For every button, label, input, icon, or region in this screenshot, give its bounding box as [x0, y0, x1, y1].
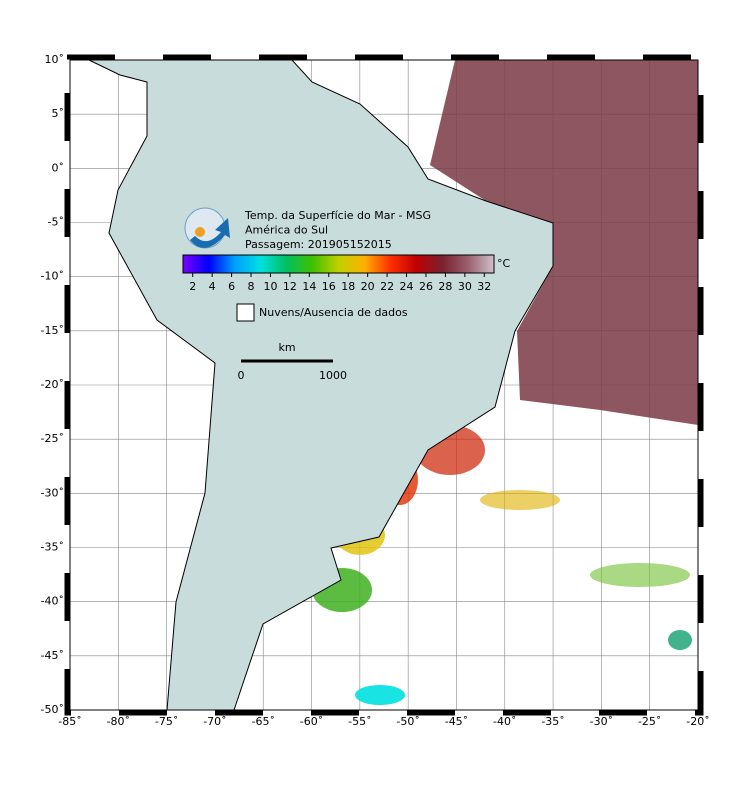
colorbar-tick-label: 24: [400, 280, 414, 293]
scale-label: 0: [238, 369, 245, 382]
x-tick-label: -85˚: [58, 715, 81, 728]
colorbar-tick-label: 16: [322, 280, 336, 293]
colorbar: [182, 254, 495, 274]
colorbar-unit: °C: [497, 257, 511, 270]
x-tick-label: -25˚: [638, 715, 661, 728]
frame-border: [64, 54, 704, 716]
y-tick-label: -20˚: [41, 378, 64, 391]
x-tick-label: -65˚: [251, 715, 274, 728]
colorbar-tick-label: 30: [458, 280, 472, 293]
title-line: Passagem: 201905152015: [245, 238, 392, 251]
colorbar-tick-label: 32: [477, 280, 491, 293]
colorbar-tick-label: 8: [248, 280, 255, 293]
y-tick-label: -40˚: [41, 595, 64, 608]
y-tick-label: 10˚: [45, 53, 65, 66]
sst-patch: [355, 685, 405, 705]
colorbar-tick-label: 6: [228, 280, 235, 293]
x-tick-label: -20˚: [686, 715, 709, 728]
colorbar-tick-label: 20: [361, 280, 375, 293]
colorbar-tick-label: 14: [302, 280, 316, 293]
colorbar-tick-label: 26: [419, 280, 433, 293]
scale-unit: km: [278, 341, 295, 354]
x-tick-label: -60˚: [300, 715, 323, 728]
colorbar-tick-label: 10: [263, 280, 277, 293]
y-tick-label: -30˚: [41, 486, 64, 499]
scale-label: 1000: [319, 369, 347, 382]
sst-patch: [668, 630, 692, 650]
x-tick-label: -75˚: [155, 715, 178, 728]
legend-label: Nuvens/Ausencia de dados: [259, 306, 408, 319]
y-tick-label: -10˚: [41, 270, 64, 283]
y-tick-label: -25˚: [41, 432, 64, 445]
x-tick-label: -35˚: [541, 715, 564, 728]
logo: [184, 207, 230, 249]
x-tick-label: -70˚: [203, 715, 226, 728]
x-tick-label: -40˚: [493, 715, 516, 728]
x-tick-label: -50˚: [396, 715, 419, 728]
x-tick-label: -30˚: [590, 715, 613, 728]
y-tick-label: -35˚: [41, 541, 64, 554]
colorbar-tick-label: 12: [283, 280, 297, 293]
y-tick-label: -15˚: [41, 324, 64, 337]
colorbar-tick-label: 18: [341, 280, 355, 293]
y-tick-label: 5˚: [52, 107, 65, 120]
x-tick-label: -80˚: [107, 715, 130, 728]
sst-patch: [590, 563, 690, 587]
y-tick-label: 0˚: [52, 161, 65, 174]
frame: [69, 59, 699, 711]
colorbar-tick-label: 28: [438, 280, 452, 293]
title-line: Temp. da Superfície do Mar - MSG: [244, 209, 431, 222]
colorbar-tick-label: 4: [209, 280, 216, 293]
colorbar-tick-label: 22: [380, 280, 394, 293]
x-tick-label: -55˚: [348, 715, 371, 728]
title-line: América do Sul: [245, 224, 328, 237]
y-tick-label: -45˚: [41, 649, 64, 662]
colorbar-tick-label: 2: [189, 280, 196, 293]
y-tick-label: -5˚: [48, 216, 64, 229]
x-tick-label: -45˚: [445, 715, 468, 728]
y-tick-label: -50˚: [41, 703, 64, 716]
sst-warm-region: [430, 60, 698, 425]
sst-patch: [480, 490, 560, 510]
legend-swatch: [236, 303, 255, 322]
